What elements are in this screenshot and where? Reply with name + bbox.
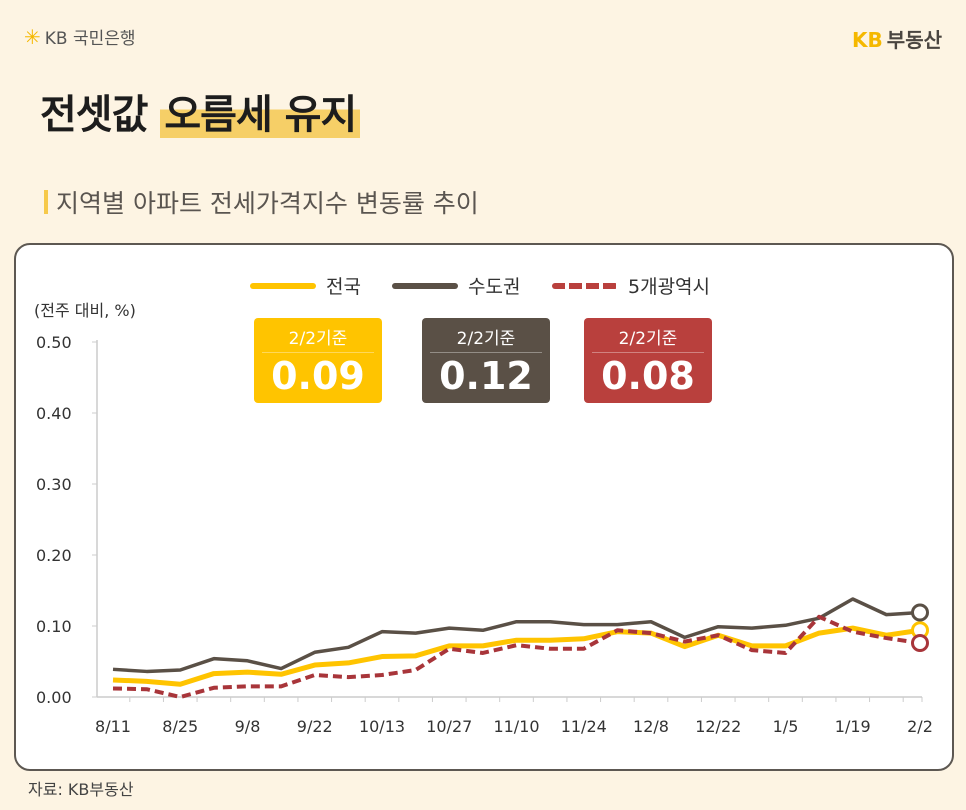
x-tick-label: 1/5 bbox=[773, 717, 799, 736]
bank-logo-text: KB 국민은행 bbox=[44, 29, 136, 49]
legend-item-capital: 수도권 bbox=[392, 272, 520, 299]
title-plain: 전셋값 bbox=[40, 92, 148, 138]
x-tick-label: 10/27 bbox=[426, 717, 472, 736]
y-tick-label: 0.00 bbox=[36, 688, 72, 707]
badge-metro: 2/2기준 0.08 bbox=[584, 318, 712, 403]
y-tick-label: 0.40 bbox=[36, 404, 72, 423]
badge-capital: 2/2기준 0.12 bbox=[422, 318, 550, 403]
y-tick-label: 0.20 bbox=[36, 546, 72, 565]
data-point bbox=[911, 603, 929, 622]
y-tick-label: 0.10 bbox=[36, 617, 72, 636]
legend-swatch bbox=[552, 282, 618, 289]
badge-label: 2/2기준 bbox=[430, 324, 542, 353]
x-tick-label: 11/10 bbox=[493, 717, 539, 736]
badge-value: 0.09 bbox=[271, 354, 365, 398]
subtitle-text: 지역별 아파트 전세가격지수 변동률 추이 bbox=[56, 189, 479, 218]
legend-label: 수도권 bbox=[468, 276, 521, 298]
brand-name: 부동산 bbox=[886, 28, 942, 52]
y-tick-label: 0.50 bbox=[36, 333, 72, 352]
x-tick-label: 12/22 bbox=[695, 717, 741, 736]
x-tick-label: 8/25 bbox=[162, 717, 198, 736]
x-tick-label: 10/13 bbox=[359, 717, 405, 736]
series-line-1 bbox=[112, 597, 921, 674]
legend-label: 5개광역시 bbox=[628, 276, 711, 298]
x-tick-label: 12/8 bbox=[633, 717, 669, 736]
legend-swatch bbox=[392, 282, 458, 289]
subtitle: 지역별 아파트 전세가격지수 변동률 추이 bbox=[44, 184, 479, 220]
legend-item-nationwide: 전국 bbox=[250, 272, 361, 299]
title-highlight: 오름세 유지 bbox=[160, 92, 361, 138]
x-tick-label: 2/2 bbox=[907, 717, 933, 736]
series-line-2 bbox=[112, 614, 921, 699]
legend-item-metro: 5개광역시 bbox=[552, 272, 710, 299]
kb-kookmin-bank-logo: ✳ KB 국민은행 bbox=[24, 24, 136, 50]
legend-swatch bbox=[250, 282, 316, 289]
x-tick-label: 11/24 bbox=[561, 717, 607, 736]
badge-label: 2/2기준 bbox=[592, 324, 704, 353]
kb-star-icon: ✳ bbox=[24, 24, 41, 49]
y-tick-label: 0.30 bbox=[36, 475, 72, 494]
y-axis-label: (전주 대비, %) bbox=[34, 301, 136, 320]
x-tick-label: 1/19 bbox=[835, 717, 871, 736]
badge-label: 2/2기준 bbox=[262, 324, 374, 353]
page-title: 전셋값 오름세 유지 bbox=[40, 82, 361, 140]
data-point bbox=[911, 634, 929, 653]
source-note: 자료: KB부동산 bbox=[28, 780, 134, 799]
badge-value: 0.08 bbox=[601, 354, 695, 398]
x-tick-label: 9/8 bbox=[235, 717, 261, 736]
brand-kb: KB bbox=[852, 28, 883, 52]
kb-real-estate-logo: KB 부동산 bbox=[852, 24, 942, 53]
x-tick-label: 8/11 bbox=[95, 717, 131, 736]
badge-nationwide: 2/2기준 0.09 bbox=[254, 318, 382, 403]
badge-value: 0.12 bbox=[439, 354, 533, 398]
x-tick-label: 9/22 bbox=[297, 717, 333, 736]
subtitle-bar bbox=[44, 190, 48, 214]
legend-label: 전국 bbox=[326, 276, 361, 298]
